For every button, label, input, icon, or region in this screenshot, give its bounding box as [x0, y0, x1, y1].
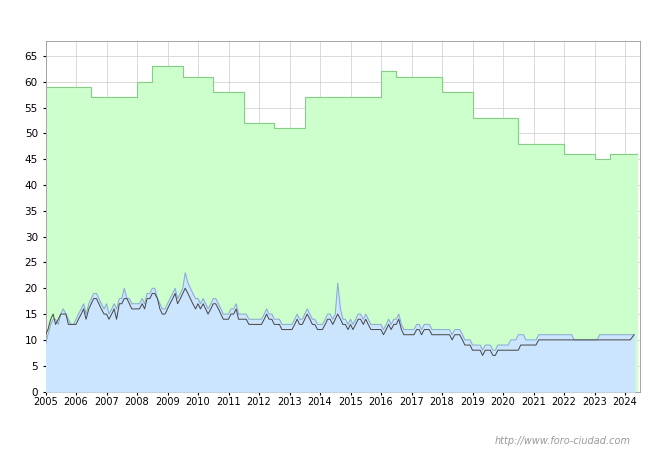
- Text: http://www.foro-ciudad.com: http://www.foro-ciudad.com: [495, 436, 630, 446]
- Text: Rabanera del Pinar - Evolucion de la poblacion en edad de Trabajar Mayo de 2024: Rabanera del Pinar - Evolucion de la pob…: [40, 10, 610, 24]
